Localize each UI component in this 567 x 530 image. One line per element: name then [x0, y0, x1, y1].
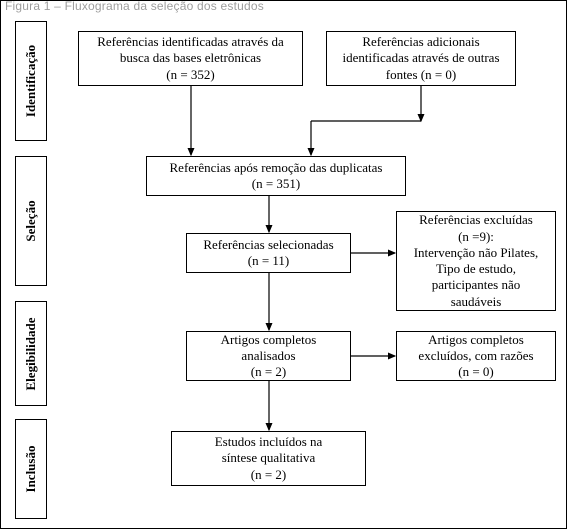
stage-identificacao: Identificação	[15, 21, 47, 141]
stage-label: Identificação	[23, 45, 39, 117]
box-line: Tipo de estudo,	[436, 261, 516, 277]
box-line: Estudos incluídos na	[215, 434, 323, 450]
stage-label: Seleção	[23, 200, 39, 241]
box-line: (n = 351)	[252, 176, 301, 192]
box-line: fontes (n = 0)	[386, 67, 457, 83]
box-line: participantes não	[432, 277, 520, 293]
stage-label: Inclusão	[23, 446, 39, 493]
box-line: Referências após remoção das duplicatas	[170, 160, 383, 176]
box-line: (n = 11)	[248, 253, 290, 269]
flowchart-figure: Figura 1 – Fluxograma da seleção dos est…	[0, 0, 567, 529]
box-line: Referências identificadas através da	[97, 34, 284, 50]
stage-inclusao: Inclusão	[15, 419, 47, 519]
box-selected: Referências selecionadas (n = 11)	[186, 233, 351, 273]
box-line: Artigos completos	[221, 332, 317, 348]
box-line: (n = 352)	[166, 67, 215, 83]
box-refs-identified-db: Referências identificadas através da bus…	[78, 31, 303, 86]
box-line: síntese qualitativa	[222, 450, 316, 466]
box-fulltext-analyzed: Artigos completos analisados (n = 2)	[186, 331, 351, 381]
stage-elegibilidade: Elegibilidade	[15, 301, 47, 406]
box-fulltext-excluded: Artigos completos excluídos, com razões …	[396, 331, 556, 381]
figure-caption: Figura 1 – Fluxograma da seleção dos est…	[5, 0, 264, 13]
box-line: identificadas através de outras	[342, 50, 499, 66]
box-after-dedup: Referências após remoção das duplicatas …	[146, 156, 406, 196]
box-line: busca das bases eletrônicas	[120, 50, 261, 66]
box-line: Referências selecionadas	[203, 237, 333, 253]
box-included: Estudos incluídos na síntese qualitativa…	[171, 431, 366, 486]
box-line: (n = 2)	[251, 364, 287, 380]
box-line: Referências excluídas	[419, 212, 533, 228]
box-line: analisados	[241, 348, 295, 364]
box-line: (n = 0)	[458, 364, 494, 380]
box-line: Artigos completos	[428, 332, 524, 348]
box-line: saudáveis	[451, 294, 502, 310]
box-line: Intervenção não Pilates,	[414, 245, 539, 261]
box-line: (n =9):	[458, 229, 494, 245]
stage-selecao: Seleção	[15, 156, 47, 286]
box-line: excluídos, com razões	[418, 348, 533, 364]
box-refs-additional: Referências adicionais identificadas atr…	[326, 31, 516, 86]
box-line: Referências adicionais	[362, 34, 479, 50]
box-line: (n = 2)	[251, 467, 287, 483]
stage-label: Elegibilidade	[23, 317, 39, 390]
box-excluded-reasons: Referências excluídas (n =9): Intervençã…	[396, 211, 556, 311]
